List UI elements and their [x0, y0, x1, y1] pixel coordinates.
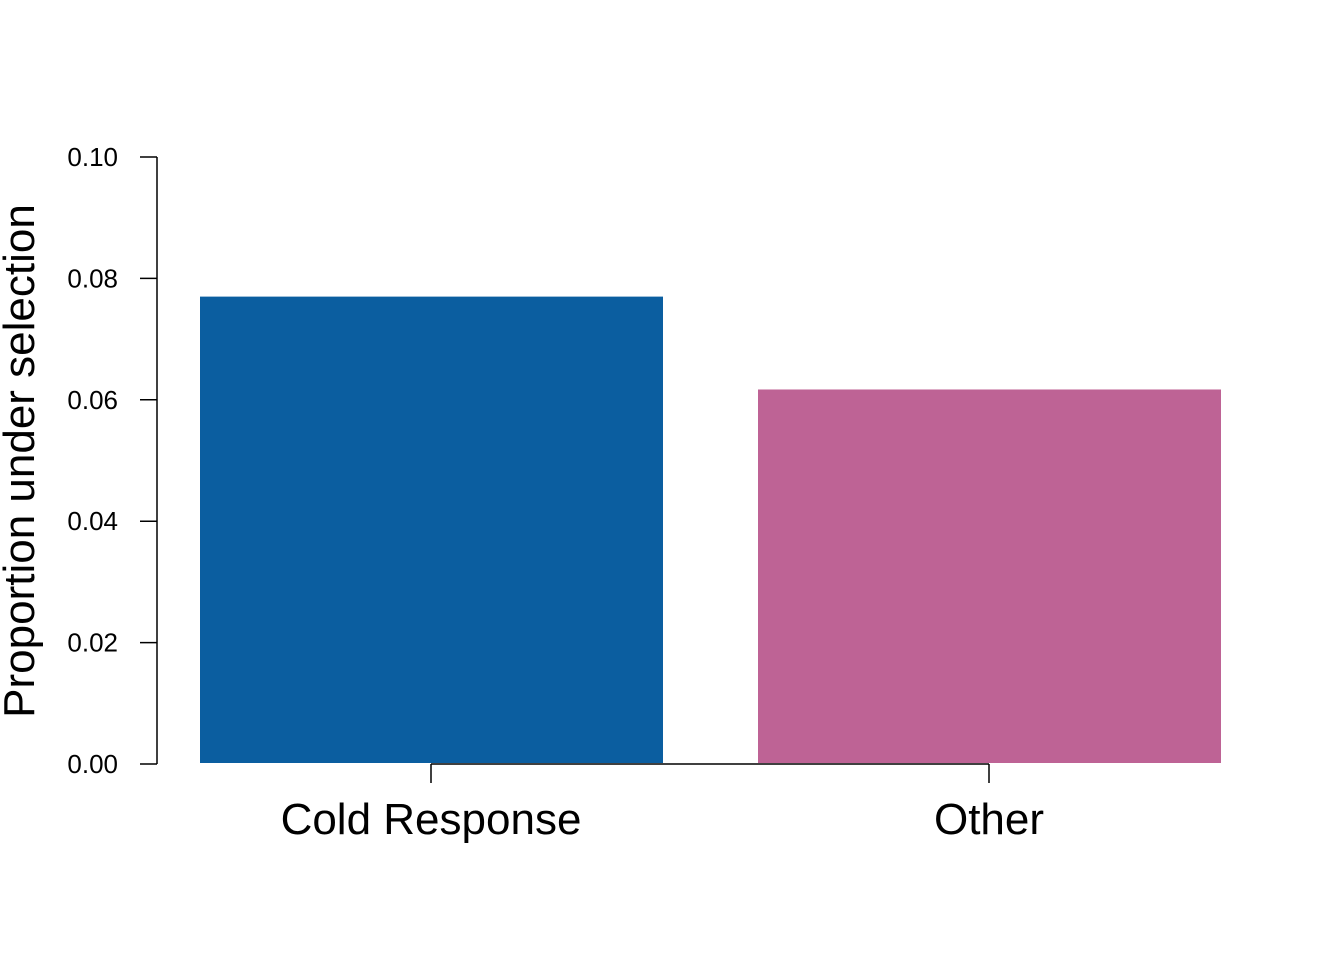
bar-cold-response [200, 296, 663, 763]
y-axis: 0.00 0.02 0.04 0.06 0.08 0.10 [67, 142, 158, 779]
x-tick-label: Other [934, 795, 1044, 844]
bar-other [758, 389, 1221, 763]
y-tick-label: 0.04 [67, 506, 118, 536]
y-tick-label: 0.02 [67, 628, 118, 658]
y-tick-label: 0.08 [67, 263, 118, 293]
y-tick-label: 0.10 [67, 142, 118, 172]
bars-group [200, 296, 1221, 763]
y-axis-title: Proportion under selection [0, 204, 44, 718]
y-tick-label: 0.06 [67, 385, 118, 415]
x-tick-label: Cold Response [281, 795, 582, 844]
y-tick-label: 0.00 [67, 749, 118, 779]
x-axis: Cold Response Other [281, 763, 1044, 844]
